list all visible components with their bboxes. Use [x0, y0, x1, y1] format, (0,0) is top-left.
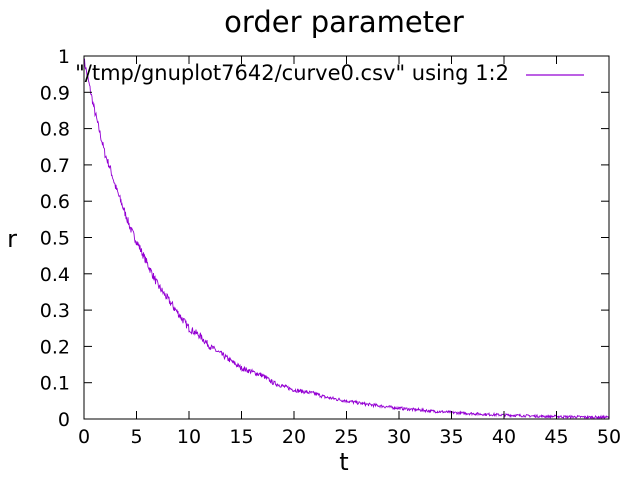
- axis-ticks: 0 5 10 15 20 25 30 35 40 45 50 0 0.1 0.2 0.3 0.4 0.5 0.6 0…: [40, 46, 621, 448]
- x-tick-label: 40: [492, 426, 516, 448]
- y-axis-title: r: [7, 225, 17, 253]
- x-axis-title: t: [339, 448, 348, 476]
- x-tick-label: 50: [597, 426, 621, 448]
- y-tick-label: 0.7: [40, 155, 70, 177]
- y-tick-label: 0.1: [40, 373, 70, 395]
- x-tick-label: 35: [439, 426, 463, 448]
- series-line: [83, 58, 610, 420]
- y-tick-label: 0.5: [40, 228, 70, 250]
- plot-frame: [83, 55, 610, 420]
- plot-area: [83, 55, 610, 420]
- legend: "/tmp/gnuplot7642/curve0.csv" using 1:2: [75, 61, 584, 85]
- y-tick-label: 1: [58, 46, 70, 68]
- x-tick-label: 5: [130, 426, 142, 448]
- y-tick-label: 0.8: [40, 119, 70, 141]
- y-tick-label: 0.9: [40, 82, 70, 104]
- x-tick-label: 10: [177, 426, 201, 448]
- y-tick-label: 0.4: [40, 264, 70, 286]
- x-tick-label: 15: [229, 426, 253, 448]
- y-tick-label: 0.2: [40, 336, 70, 358]
- y-tick-label: 0.3: [40, 300, 70, 322]
- y-tick-label: 0: [58, 409, 70, 431]
- x-tick-label: 20: [282, 426, 306, 448]
- x-tick-label: 30: [387, 426, 411, 448]
- x-tick-label: 45: [544, 426, 568, 448]
- chart-title: order parameter: [224, 5, 464, 39]
- legend-label: "/tmp/gnuplot7642/curve0.csv" using 1:2: [75, 61, 509, 85]
- y-tick-label: 0.6: [40, 191, 70, 213]
- x-tick-label: 25: [334, 426, 358, 448]
- x-tick-label: 0: [78, 426, 90, 448]
